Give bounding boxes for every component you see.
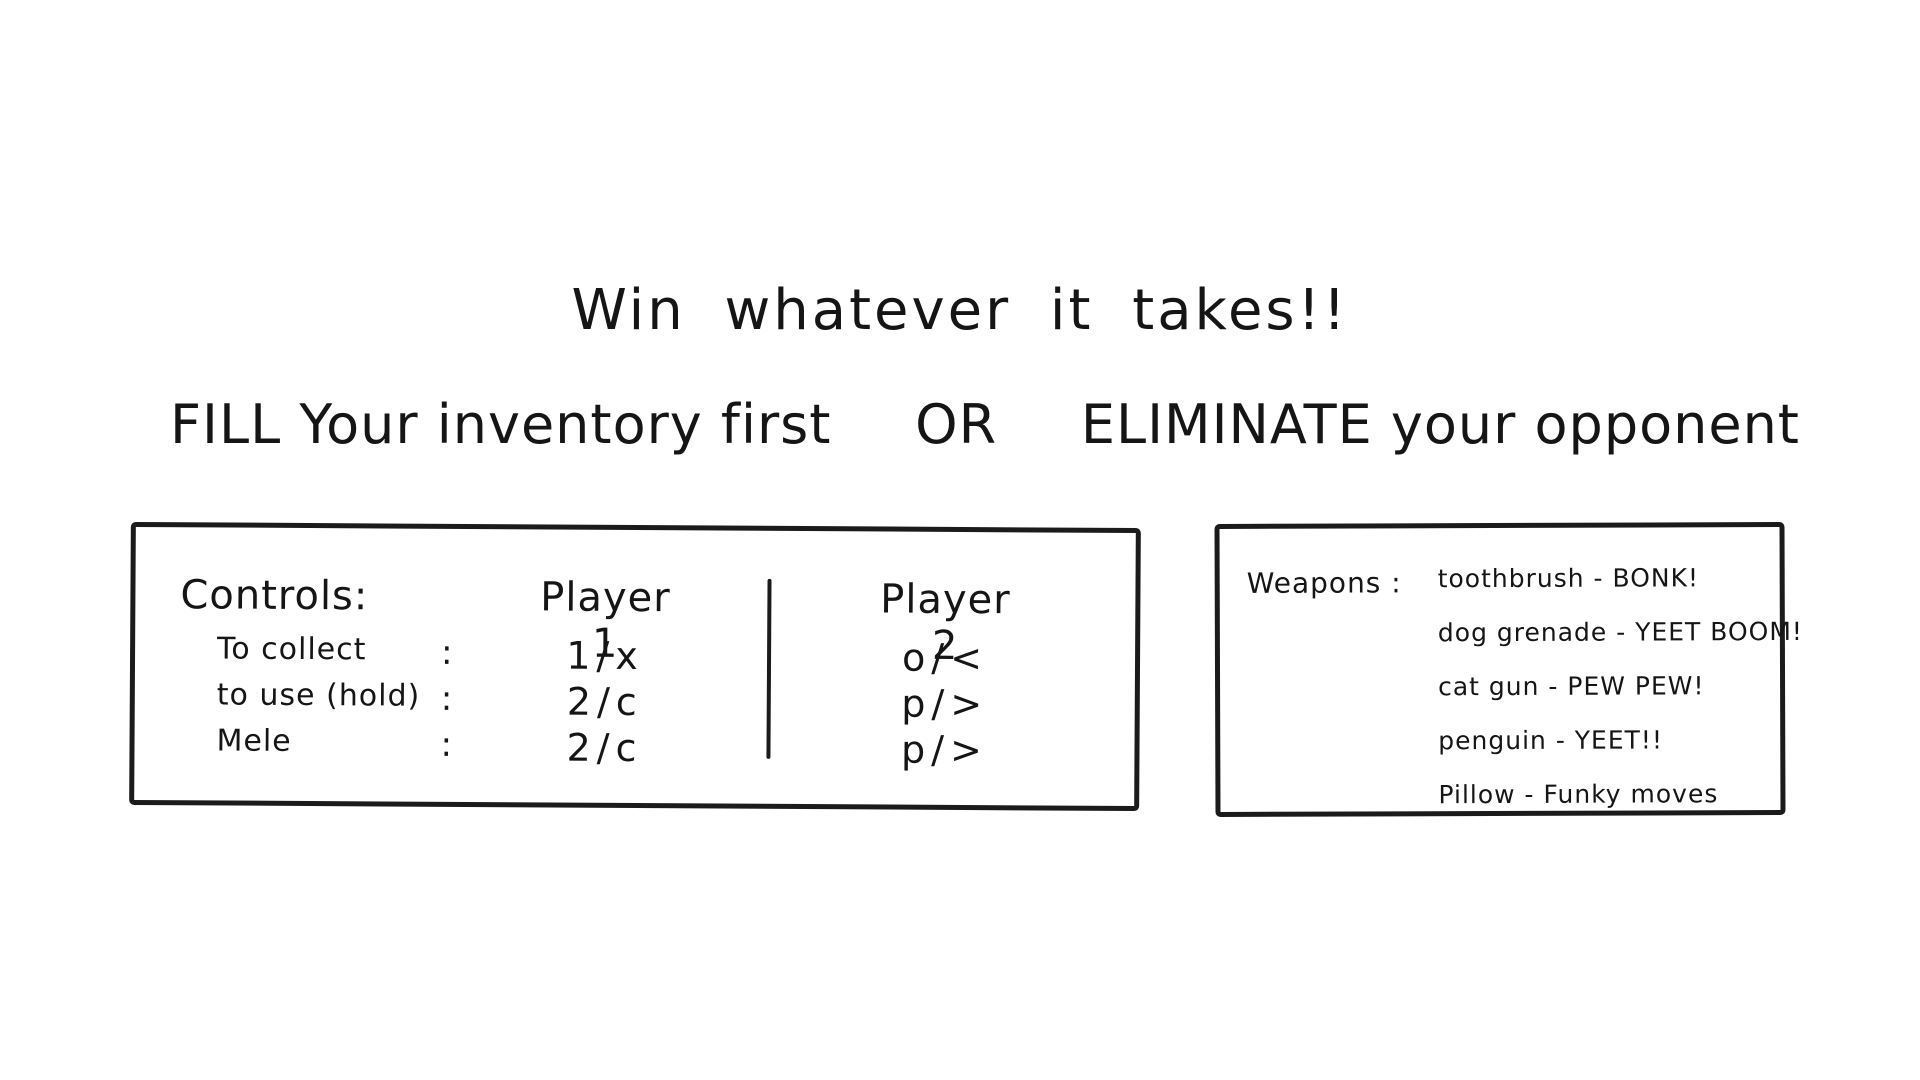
player1-key: 1/x bbox=[566, 633, 644, 679]
weapon-list: toothbrush - BONK! dog grenade - YEET BO… bbox=[1438, 563, 1804, 834]
objective-fill-inventory: FILL Your inventory first bbox=[170, 393, 832, 456]
objective-or: OR bbox=[915, 393, 998, 456]
control-colon: : bbox=[440, 678, 454, 719]
control-colon: : bbox=[440, 724, 454, 765]
objective-eliminate: ELIMINATE your opponent bbox=[1080, 393, 1800, 456]
control-colon: : bbox=[440, 632, 454, 673]
controls-panel: Controls: Player 1 Player 2 To collect :… bbox=[129, 521, 1141, 812]
weapon-penguin: penguin - YEET!! bbox=[1438, 725, 1664, 756]
player1-key: 2/c bbox=[566, 679, 643, 725]
control-action: to use (hold) bbox=[216, 677, 421, 714]
weapon-toothbrush: toothbrush - BONK! bbox=[1437, 563, 1700, 594]
control-action: To collect bbox=[216, 631, 367, 668]
weapons-panel: Weapons : toothbrush - BONK! dog grenade… bbox=[1214, 522, 1803, 817]
control-row-use: to use (hold) : 2/c p/> bbox=[135, 677, 1135, 727]
control-action: Mele bbox=[216, 723, 292, 759]
player1-key: 2/c bbox=[566, 725, 643, 771]
control-row-collect: To collect : 1/x o/< bbox=[135, 631, 1135, 681]
weapon-pillow: Pillow - Funky moves bbox=[1438, 779, 1719, 810]
weapon-dog-grenade: dog grenade - YEET BOOM! bbox=[1437, 616, 1803, 648]
controls-header: Controls: bbox=[180, 572, 369, 620]
player2-key: p/> bbox=[901, 681, 989, 727]
control-row-melee: Mele : 2/c p/> bbox=[134, 723, 1134, 773]
game-title: Win whatever it takes!! bbox=[571, 278, 1349, 343]
player2-key: o/< bbox=[901, 635, 989, 681]
game-objective: FILL Your inventory first OR ELIMINATE y… bbox=[170, 393, 1800, 456]
weapons-label: Weapons : bbox=[1246, 566, 1402, 600]
player2-key: p/> bbox=[900, 727, 989, 773]
weapon-cat-gun: cat gun - PEW PEW! bbox=[1438, 671, 1705, 702]
